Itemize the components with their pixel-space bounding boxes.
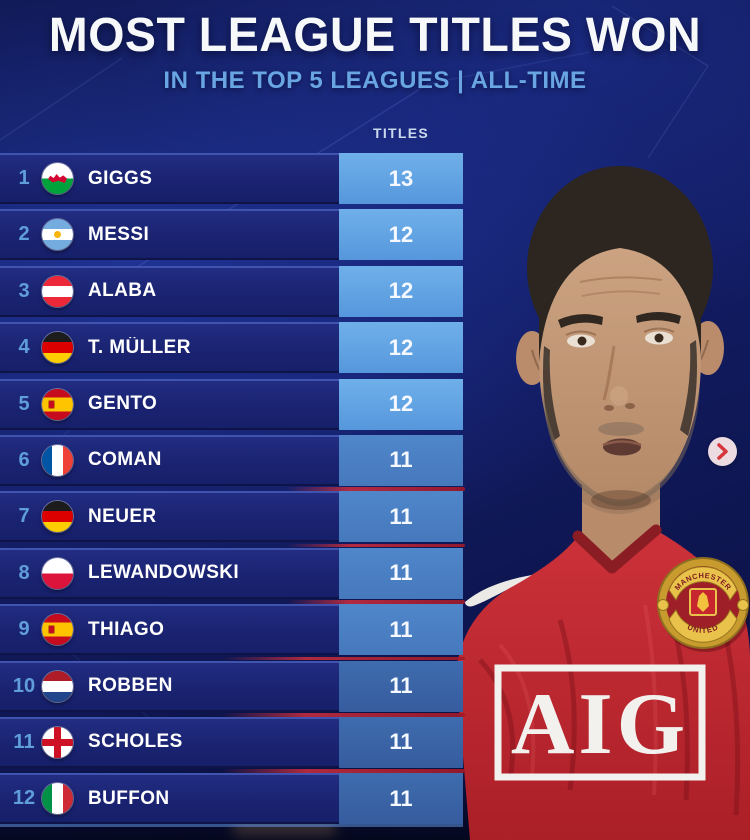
spain-flag-icon — [42, 614, 73, 646]
player-name: GIGGS — [88, 167, 153, 189]
player-name: ALABA — [88, 280, 157, 302]
rank-number: 1 — [18, 167, 30, 189]
player-name: GENTO — [88, 393, 158, 415]
titles-value: 12 — [339, 209, 463, 261]
titles-value: 11 — [339, 491, 463, 543]
titles-value: 11 — [339, 604, 463, 656]
sponsor-text: AIG — [511, 676, 689, 773]
svg-text:UNITED: UNITED — [686, 622, 720, 635]
header: MOST LEAGUE TITLES WON IN THE TOP 5 LEAG… — [0, 12, 750, 95]
titles-value: 12 — [339, 378, 463, 430]
titles-value: 11 — [339, 434, 463, 486]
player-name: BUFFON — [88, 787, 170, 809]
player-name: NEUER — [88, 505, 157, 527]
titles-value: 13 — [339, 153, 463, 204]
table-row: 11 SCHOLES 11 — [0, 716, 465, 773]
player-name: COMAN — [88, 449, 162, 471]
argentina-flag-icon — [42, 219, 73, 251]
england-flag-icon — [42, 726, 73, 758]
head — [516, 166, 724, 510]
titles-value: 11 — [339, 547, 463, 599]
germany-flag-icon — [42, 501, 73, 533]
nike-swoosh-icon — [465, 575, 532, 607]
rank-number: 8 — [18, 561, 30, 584]
titles-value: 11 — [339, 773, 463, 825]
austria-flag-icon — [42, 275, 73, 307]
club-crest: MANCHESTER UNITED — [657, 557, 750, 652]
player-name: T. MÜLLER — [88, 336, 191, 358]
player-name: THIAGO — [88, 618, 165, 640]
page-title: MOST LEAGUE TITLES WON — [48, 9, 702, 62]
table-row: 5 GENTO 12 — [0, 378, 463, 430]
crest-bottom-text: UNITED — [686, 622, 719, 635]
chevron-right-icon — [717, 443, 728, 460]
table-row: 2 MESSI 12 — [0, 209, 463, 261]
spain-flag-icon — [42, 388, 73, 420]
wales-flag-icon — [42, 163, 73, 194]
table-row: 1 GIGGS 13 — [0, 153, 463, 204]
face — [539, 218, 701, 502]
table-row: 3 ALABA 12 — [0, 265, 463, 317]
player-name: LEWANDOWSKI — [88, 562, 240, 584]
rank-number: 12 — [12, 787, 36, 810]
player-photo: MANCHESTER UNITED AIG — [456, 166, 750, 840]
table-row: 6 COMAN 11 — [0, 434, 465, 491]
rank-number: 4 — [18, 336, 30, 359]
france-flag-icon — [42, 444, 73, 476]
table-row: 7 NEUER 11 — [0, 491, 465, 548]
player-name: MESSI — [88, 223, 150, 245]
italy-flag-icon — [42, 783, 73, 815]
titles-value: 12 — [339, 265, 463, 317]
page-subtitle: IN THE TOP 5 LEAGUES | ALL-TIME — [163, 67, 587, 94]
titles-value: 12 — [339, 322, 463, 374]
rank-number: 10 — [12, 674, 36, 697]
table-row: 10 ROBBEN 11 — [0, 660, 465, 717]
titles-value: 11 — [339, 660, 463, 712]
table-row: 8 LEWANDOWSKI 11 — [0, 547, 465, 604]
rank-number: 6 — [18, 448, 30, 471]
rank-number: 5 — [18, 392, 30, 415]
rank-number: 9 — [18, 618, 30, 641]
player-name: ROBBEN — [88, 675, 173, 697]
player-name: SCHOLES — [88, 731, 183, 753]
ranking-list: 1 GIGGS 13 2 MESSI 12 3 ALABA 12 4 T. MÜ… — [0, 153, 465, 825]
rank-number: 2 — [18, 223, 30, 246]
poland-flag-icon — [42, 557, 73, 589]
table-row: 12 BUFFON 11 — [0, 773, 463, 825]
hair — [539, 210, 701, 362]
netherlands-flag-icon — [42, 670, 73, 702]
sponsor-box: AIG — [494, 664, 706, 781]
rank-number: 3 — [18, 279, 30, 302]
jersey-collar — [572, 524, 662, 574]
carousel-next-button[interactable] — [708, 437, 737, 466]
table-row: 4 T. MÜLLER 12 — [0, 322, 463, 374]
titles-column-header: TITLES — [372, 125, 430, 141]
rank-number: 7 — [18, 505, 30, 528]
titles-value: 11 — [339, 716, 463, 768]
germany-flag-icon — [42, 332, 73, 364]
rank-number: 11 — [13, 730, 35, 753]
table-row: 9 THIAGO 11 — [0, 604, 465, 661]
